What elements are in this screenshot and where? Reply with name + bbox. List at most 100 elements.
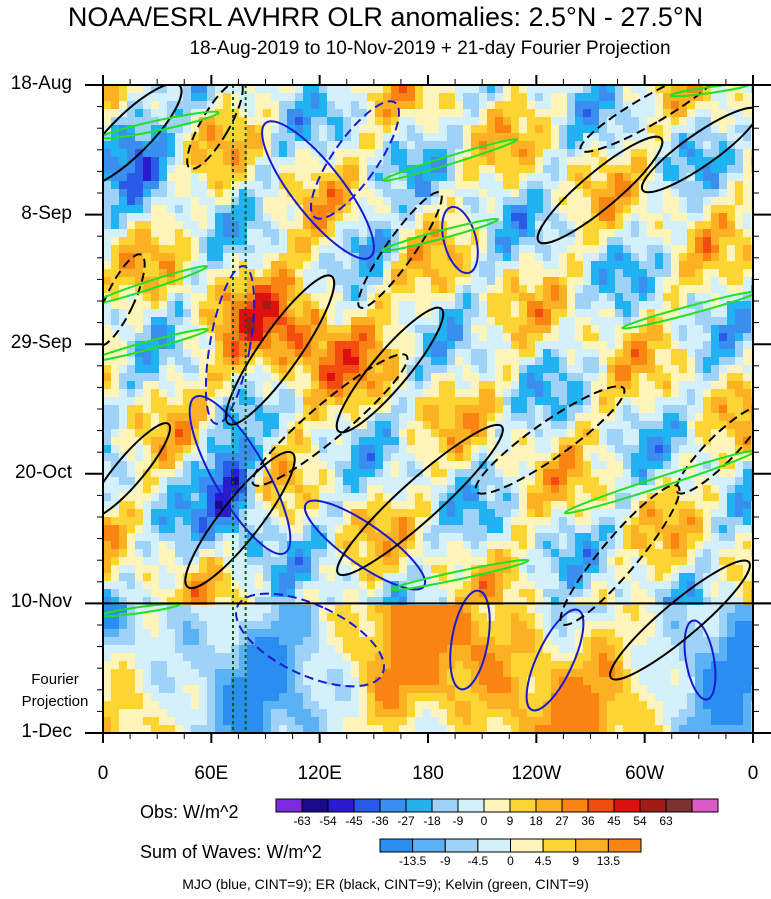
- field-cell: [311, 365, 320, 374]
- field-cell: [327, 149, 336, 158]
- field-cell: [551, 213, 560, 222]
- field-cell: [351, 221, 360, 230]
- field-cell: [455, 309, 464, 318]
- field-cell: [519, 397, 528, 406]
- field-cell: [527, 501, 536, 510]
- field-cell: [703, 485, 712, 494]
- field-cell: [327, 253, 336, 262]
- field-cell: [431, 325, 440, 334]
- field-cell: [327, 525, 336, 534]
- field-cell: [367, 285, 376, 294]
- field-cell: [439, 397, 448, 406]
- field-cell: [319, 237, 328, 246]
- field-cell: [215, 317, 224, 326]
- field-cell: [687, 349, 696, 358]
- field-cell: [135, 365, 144, 374]
- field-cell: [367, 501, 376, 510]
- field-cell: [495, 365, 504, 374]
- field-cell: [543, 541, 552, 550]
- field-cell: [607, 493, 616, 502]
- field-cell: [295, 357, 304, 366]
- field-cell: [167, 549, 176, 558]
- field-cell: [575, 245, 584, 254]
- field-cell: [215, 461, 224, 470]
- field-cell: [303, 501, 312, 510]
- field-cell: [303, 293, 312, 302]
- field-cell: [615, 317, 624, 326]
- field-cell: [223, 357, 232, 366]
- field-cell: [671, 565, 680, 574]
- field-cell: [383, 85, 392, 94]
- field-cell: [607, 381, 616, 390]
- field-cell: [639, 109, 648, 118]
- field-cell: [295, 229, 304, 238]
- field-cell: [679, 437, 688, 446]
- field-cell: [455, 197, 464, 206]
- field-cell: [175, 141, 184, 150]
- field-cell: [447, 421, 456, 430]
- field-cell: [599, 405, 608, 414]
- field-cell: [607, 349, 616, 358]
- field-cell: [559, 237, 568, 246]
- field-cell: [367, 421, 376, 430]
- field-cell: [575, 309, 584, 318]
- field-cell: [455, 253, 464, 262]
- field-cell: [327, 421, 336, 430]
- field-cell: [239, 389, 248, 398]
- field-cell: [599, 453, 608, 462]
- field-cell: [127, 357, 136, 366]
- field-cell: [479, 125, 488, 134]
- field-cell: [151, 277, 160, 286]
- field-cell: [159, 261, 168, 270]
- field-cell: [407, 285, 416, 294]
- field-cell: [367, 397, 376, 406]
- field-cell: [119, 309, 128, 318]
- field-cell: [479, 213, 488, 222]
- field-cell: [215, 285, 224, 294]
- field-cell: [671, 301, 680, 310]
- field-cell: [551, 477, 560, 486]
- field-cell: [199, 333, 208, 342]
- field-cell: [719, 117, 728, 126]
- field-cell: [607, 181, 616, 190]
- field-cell: [231, 133, 240, 142]
- field-cell: [143, 221, 152, 230]
- field-cell: [615, 173, 624, 182]
- field-cell: [607, 389, 616, 398]
- field-cell: [695, 389, 704, 398]
- field-cell: [367, 469, 376, 478]
- field-cell: [287, 85, 296, 94]
- field-cell: [247, 565, 256, 574]
- field-cell: [103, 453, 112, 462]
- field-cell: [503, 397, 512, 406]
- field-cell: [479, 341, 488, 350]
- field-cell: [639, 365, 648, 374]
- field-cell: [199, 421, 208, 430]
- field-cell: [287, 437, 296, 446]
- field-cell: [471, 557, 480, 566]
- field-cell: [471, 397, 480, 406]
- field-cell: [455, 333, 464, 342]
- field-cell: [183, 181, 192, 190]
- field-cell: [263, 317, 272, 326]
- field-cell: [711, 157, 720, 166]
- field-cell: [143, 477, 152, 486]
- field-cell: [671, 389, 680, 398]
- field-cell: [615, 101, 624, 110]
- field-cell: [215, 133, 224, 142]
- field-cell: [127, 93, 136, 102]
- field-cell: [207, 525, 216, 534]
- field-cell: [247, 421, 256, 430]
- field-cell: [439, 173, 448, 182]
- field-cell: [463, 293, 472, 302]
- field-cell: [159, 509, 168, 518]
- field-cell: [591, 149, 600, 158]
- field-cell: [607, 197, 616, 206]
- field-cell: [223, 261, 232, 270]
- field-cell: [191, 93, 200, 102]
- field-cell: [479, 549, 488, 558]
- field-cell: [583, 509, 592, 518]
- field-cell: [647, 317, 656, 326]
- field-cell: [663, 437, 672, 446]
- field-cell: [487, 525, 496, 534]
